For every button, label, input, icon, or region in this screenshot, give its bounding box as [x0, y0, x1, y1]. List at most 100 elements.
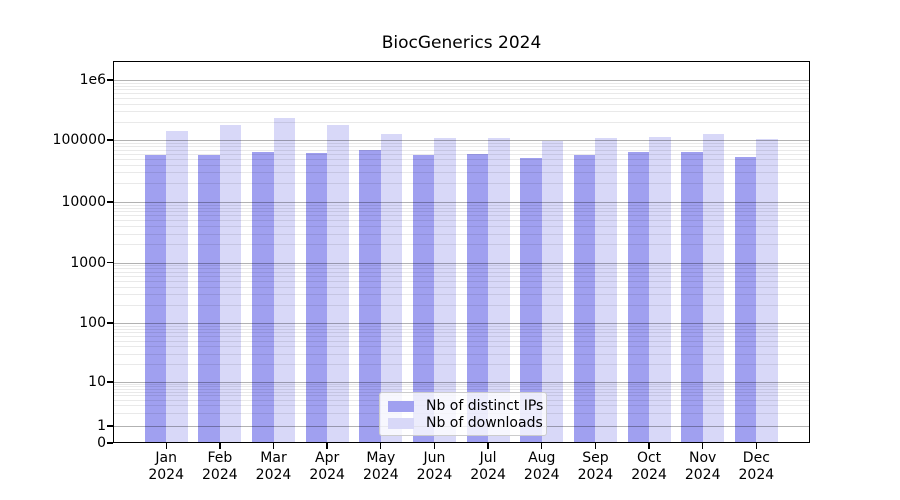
- x-tick-label: Jan 2024: [148, 450, 184, 483]
- x-tick-label: Sep 2024: [577, 450, 614, 483]
- y-tick-mark: [107, 381, 113, 383]
- bar-downloads-may: [380, 133, 403, 443]
- major-gridline: [113, 262, 810, 264]
- y-tick-mark: [107, 139, 113, 141]
- major-gridline: [113, 80, 810, 81]
- bar-distinct-ips-feb: [198, 155, 220, 443]
- minor-gridline: [113, 328, 810, 330]
- y-tick-label: 10000: [61, 194, 106, 210]
- bar-distinct-ips-oct: [627, 152, 650, 443]
- minor-gridline: [113, 353, 810, 355]
- major-gridline: [113, 382, 810, 383]
- x-tick-label: Jun 2024: [416, 450, 453, 483]
- major-gridline: [113, 323, 810, 324]
- bar-distinct-ips-jan: [144, 155, 167, 443]
- bar-downloads-nov: [702, 133, 725, 443]
- y-tick-mark: [107, 322, 113, 324]
- minor-gridline: [113, 384, 810, 385]
- x-tick-mark: [487, 443, 489, 449]
- bar-downloads-feb: [219, 125, 242, 443]
- bar-downloads-sep: [595, 138, 617, 443]
- minor-gridline: [113, 340, 810, 342]
- minor-gridline: [113, 153, 810, 155]
- legend-swatch-downloads: [388, 417, 414, 429]
- x-tick-mark: [648, 443, 650, 449]
- minor-gridline: [113, 386, 810, 388]
- minor-gridline: [113, 233, 810, 235]
- x-tick-mark: [702, 443, 704, 449]
- minor-gridline: [113, 336, 810, 338]
- legend: Nb of distinct IPs Nb of downloads: [379, 392, 547, 436]
- x-tick-mark: [755, 443, 758, 449]
- minor-gridline: [113, 149, 810, 151]
- minor-gridline: [113, 346, 810, 348]
- legend-label: Nb of downloads: [426, 415, 543, 431]
- bar-distinct-ips-nov: [681, 152, 703, 443]
- y-tick-label: 1e6: [79, 72, 106, 88]
- bar-downloads-apr: [327, 124, 349, 443]
- legend-swatch-distinct-ips: [388, 400, 414, 412]
- bar-distinct-ips-sep: [573, 155, 596, 443]
- minor-gridline: [113, 164, 810, 166]
- chart-title: BiocGenerics 2024: [381, 33, 542, 53]
- y-tick-label: 100: [79, 315, 106, 331]
- bar-distinct-ips-may: [359, 150, 381, 443]
- bar-downloads-jul: [488, 137, 510, 443]
- major-gridline: [113, 140, 810, 141]
- legend-row: Nb of downloads: [388, 415, 543, 431]
- y-tick-mark: [107, 425, 113, 427]
- minor-gridline: [113, 146, 810, 147]
- x-tick-mark: [219, 443, 221, 449]
- y-tick-mark: [107, 442, 113, 444]
- minor-gridline: [113, 93, 810, 95]
- legend-label: Nb of distinct IPs: [426, 398, 544, 414]
- bar-downloads-dec: [756, 139, 778, 443]
- minor-gridline: [113, 82, 810, 84]
- x-tick-label: Nov 2024: [684, 450, 721, 483]
- bar-distinct-ips-dec: [734, 156, 757, 443]
- x-tick-label: Oct 2024: [631, 450, 667, 483]
- minor-gridline: [113, 211, 810, 213]
- minor-gridline: [113, 220, 810, 222]
- minor-gridline: [113, 215, 810, 217]
- x-tick-label: Apr 2024: [309, 450, 345, 483]
- x-tick-mark: [326, 443, 328, 449]
- x-tick-label: Dec 2024: [738, 450, 775, 483]
- y-tick-label: 1: [97, 418, 106, 434]
- minor-gridline: [113, 142, 810, 144]
- x-tick-label: Feb 2024: [202, 450, 238, 483]
- y-tick-label: 1000: [70, 254, 106, 271]
- x-tick-mark: [165, 443, 167, 449]
- minor-gridline: [113, 244, 810, 246]
- bar-distinct-ips-aug: [520, 158, 542, 443]
- minor-gridline: [113, 85, 810, 87]
- minor-gridline: [113, 294, 810, 296]
- minor-gridline: [113, 226, 810, 228]
- minor-gridline: [113, 204, 810, 206]
- bar-distinct-ips-apr: [305, 152, 328, 443]
- x-tick-mark: [541, 443, 543, 449]
- minor-gridline: [113, 265, 810, 267]
- y-tick-mark: [107, 79, 113, 81]
- legend-row: Nb of distinct IPs: [388, 398, 543, 414]
- x-tick-label: Mar 2024: [255, 450, 292, 483]
- bar-distinct-ips-jul: [466, 153, 489, 443]
- bar-downloads-aug: [541, 140, 564, 443]
- x-tick-mark: [380, 443, 382, 449]
- y-tick-mark: [107, 261, 113, 264]
- x-tick-mark: [594, 443, 597, 449]
- bar-distinct-ips-mar: [252, 152, 274, 443]
- x-tick-label: Aug 2024: [523, 450, 560, 483]
- minor-gridline: [113, 280, 810, 282]
- minor-gridline: [113, 275, 810, 277]
- minor-gridline: [113, 268, 810, 270]
- plot-area: [113, 61, 810, 443]
- y-tick-mark: [107, 201, 113, 203]
- minor-gridline: [113, 388, 810, 390]
- minor-gridline: [113, 183, 810, 185]
- y-tick-label: 0: [97, 435, 106, 451]
- minor-gridline: [113, 286, 810, 288]
- minor-gridline: [113, 158, 810, 160]
- minor-gridline: [113, 364, 810, 366]
- minor-gridline: [113, 111, 810, 113]
